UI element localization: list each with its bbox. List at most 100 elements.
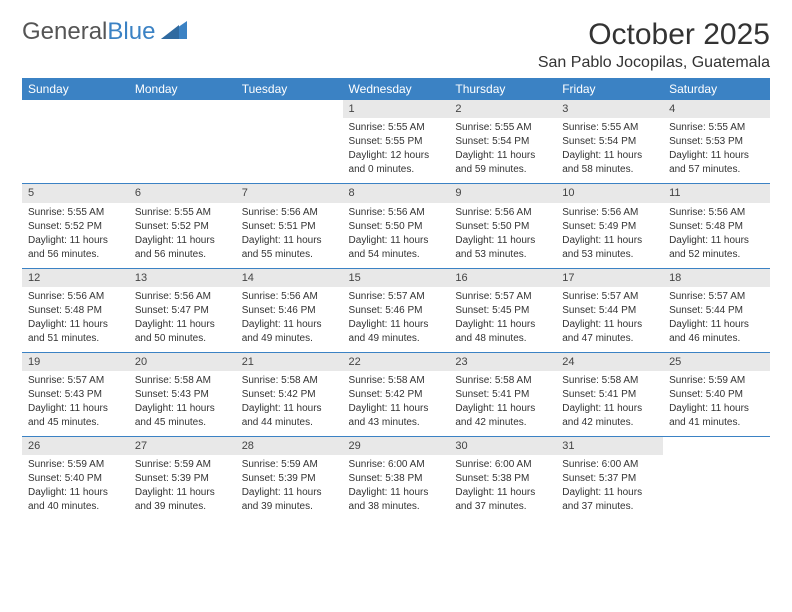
day-number: 15 [343,269,450,287]
daylight-text: Daylight: 11 hours [455,402,550,415]
daylight-text: and 37 minutes. [455,500,550,513]
day-cell: 27Sunrise: 5:59 AMSunset: 5:39 PMDayligh… [129,437,236,520]
day-cell: 9Sunrise: 5:56 AMSunset: 5:50 PMDaylight… [449,184,556,268]
day-cell: 16Sunrise: 5:57 AMSunset: 5:45 PMDayligh… [449,269,556,353]
sunrise-text: Sunrise: 5:59 AM [242,458,337,471]
day-cell: 18Sunrise: 5:57 AMSunset: 5:44 PMDayligh… [663,269,770,353]
sunset-text: Sunset: 5:40 PM [669,388,764,401]
day-cell: 25Sunrise: 5:59 AMSunset: 5:40 PMDayligh… [663,353,770,437]
day-cell: 21Sunrise: 5:58 AMSunset: 5:42 PMDayligh… [236,353,343,437]
day-cell: 2Sunrise: 5:55 AMSunset: 5:54 PMDaylight… [449,100,556,184]
day-cell: 22Sunrise: 5:58 AMSunset: 5:42 PMDayligh… [343,353,450,437]
day-number: 18 [663,269,770,287]
sunset-text: Sunset: 5:50 PM [349,220,444,233]
daylight-text: and 38 minutes. [349,500,444,513]
day-body: Sunrise: 5:59 AMSunset: 5:40 PMDaylight:… [663,371,770,436]
daylight-text: Daylight: 11 hours [28,486,123,499]
day-number: 3 [556,100,663,118]
week-row: 19Sunrise: 5:57 AMSunset: 5:43 PMDayligh… [22,353,770,437]
day-body: Sunrise: 5:56 AMSunset: 5:50 PMDaylight:… [449,203,556,268]
sunrise-text: Sunrise: 5:56 AM [455,206,550,219]
daylight-text: and 42 minutes. [455,416,550,429]
day-cell: 12Sunrise: 5:56 AMSunset: 5:48 PMDayligh… [22,269,129,353]
sunrise-text: Sunrise: 5:57 AM [349,290,444,303]
sunrise-text: Sunrise: 5:58 AM [562,374,657,387]
daylight-text: and 54 minutes. [349,248,444,261]
sunrise-text: Sunrise: 5:55 AM [562,121,657,134]
daylight-text: Daylight: 11 hours [349,486,444,499]
location-text: San Pablo Jocopilas, Guatemala [538,54,770,72]
sunrise-text: Sunrise: 5:56 AM [28,290,123,303]
daylight-text: Daylight: 11 hours [455,318,550,331]
daylight-text: and 53 minutes. [455,248,550,261]
day-cell: 30Sunrise: 6:00 AMSunset: 5:38 PMDayligh… [449,437,556,520]
daylight-text: and 53 minutes. [562,248,657,261]
day-cell: 20Sunrise: 5:58 AMSunset: 5:43 PMDayligh… [129,353,236,437]
sunrise-text: Sunrise: 5:57 AM [455,290,550,303]
day-cell: 23Sunrise: 5:58 AMSunset: 5:41 PMDayligh… [449,353,556,437]
day-cell: 1Sunrise: 5:55 AMSunset: 5:55 PMDaylight… [343,100,450,184]
daylight-text: and 58 minutes. [562,163,657,176]
daylight-text: Daylight: 11 hours [562,402,657,415]
day-body: Sunrise: 5:55 AMSunset: 5:53 PMDaylight:… [663,118,770,183]
day-body: Sunrise: 5:56 AMSunset: 5:48 PMDaylight:… [22,287,129,352]
day-body: Sunrise: 5:55 AMSunset: 5:52 PMDaylight:… [22,203,129,268]
page-title: October 2025 [538,18,770,52]
day-body: Sunrise: 5:59 AMSunset: 5:39 PMDaylight:… [236,455,343,520]
sunset-text: Sunset: 5:52 PM [28,220,123,233]
logo: GeneralBlue [22,18,187,46]
day-number: 26 [22,437,129,455]
day-body: Sunrise: 6:00 AMSunset: 5:38 PMDaylight:… [449,455,556,520]
weekday-header: Thursday [449,78,556,100]
day-cell: 8Sunrise: 5:56 AMSunset: 5:50 PMDaylight… [343,184,450,268]
daylight-text: and 41 minutes. [669,416,764,429]
sunrise-text: Sunrise: 5:56 AM [562,206,657,219]
sunset-text: Sunset: 5:52 PM [135,220,230,233]
day-number: 23 [449,353,556,371]
day-cell: 15Sunrise: 5:57 AMSunset: 5:46 PMDayligh… [343,269,450,353]
sunrise-text: Sunrise: 5:56 AM [135,290,230,303]
day-cell: 17Sunrise: 5:57 AMSunset: 5:44 PMDayligh… [556,269,663,353]
day-body: Sunrise: 5:56 AMSunset: 5:50 PMDaylight:… [343,203,450,268]
daylight-text: and 40 minutes. [28,500,123,513]
sunset-text: Sunset: 5:39 PM [242,472,337,485]
day-body: Sunrise: 5:56 AMSunset: 5:51 PMDaylight:… [236,203,343,268]
day-number: 29 [343,437,450,455]
day-body: Sunrise: 5:56 AMSunset: 5:49 PMDaylight:… [556,203,663,268]
title-block: October 2025 San Pablo Jocopilas, Guatem… [538,18,770,72]
sunrise-text: Sunrise: 6:00 AM [562,458,657,471]
sunset-text: Sunset: 5:45 PM [455,304,550,317]
sunset-text: Sunset: 5:37 PM [562,472,657,485]
sunrise-text: Sunrise: 6:00 AM [455,458,550,471]
sunrise-text: Sunrise: 5:59 AM [669,374,764,387]
daylight-text: and 45 minutes. [135,416,230,429]
sunrise-text: Sunrise: 5:55 AM [455,121,550,134]
daylight-text: Daylight: 11 hours [562,486,657,499]
day-number: 19 [22,353,129,371]
week-row: 26Sunrise: 5:59 AMSunset: 5:40 PMDayligh… [22,437,770,520]
sunset-text: Sunset: 5:55 PM [349,135,444,148]
sunset-text: Sunset: 5:46 PM [242,304,337,317]
day-number: 17 [556,269,663,287]
day-number: 7 [236,184,343,202]
week-row: 5Sunrise: 5:55 AMSunset: 5:52 PMDaylight… [22,184,770,268]
daylight-text: and 59 minutes. [455,163,550,176]
daylight-text: and 57 minutes. [669,163,764,176]
sunset-text: Sunset: 5:49 PM [562,220,657,233]
day-cell: 6Sunrise: 5:55 AMSunset: 5:52 PMDaylight… [129,184,236,268]
daylight-text: Daylight: 11 hours [135,402,230,415]
day-cell: 4Sunrise: 5:55 AMSunset: 5:53 PMDaylight… [663,100,770,184]
day-body: Sunrise: 5:56 AMSunset: 5:46 PMDaylight:… [236,287,343,352]
daylight-text: Daylight: 11 hours [455,234,550,247]
day-body: Sunrise: 5:59 AMSunset: 5:40 PMDaylight:… [22,455,129,520]
day-body: Sunrise: 5:58 AMSunset: 5:42 PMDaylight:… [236,371,343,436]
daylight-text: and 55 minutes. [242,248,337,261]
day-number: 2 [449,100,556,118]
day-number: 11 [663,184,770,202]
day-body: Sunrise: 5:56 AMSunset: 5:47 PMDaylight:… [129,287,236,352]
daylight-text: and 45 minutes. [28,416,123,429]
triangle-icon [161,21,187,44]
day-cell: 3Sunrise: 5:55 AMSunset: 5:54 PMDaylight… [556,100,663,184]
day-cell [129,100,236,184]
sunrise-text: Sunrise: 5:57 AM [562,290,657,303]
